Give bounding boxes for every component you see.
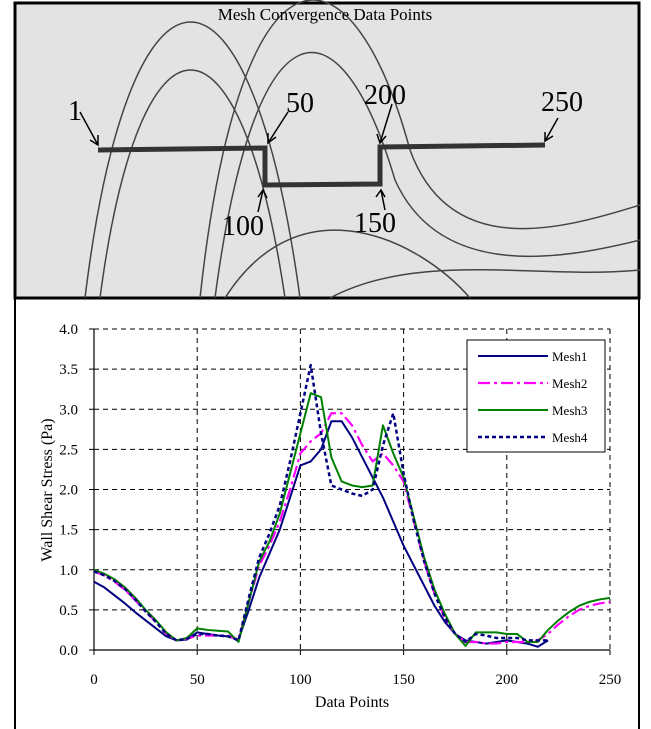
- point-label: 150: [354, 208, 396, 239]
- series-line: [93, 412, 611, 645]
- x-tick-label: 200: [496, 672, 519, 688]
- legend-box: [466, 339, 606, 453]
- vessel-curve: [224, 229, 471, 299]
- legend: Mesh1 Mesh2 Mesh3 Mesh4: [466, 339, 606, 453]
- x-tick-label: 150: [392, 672, 415, 688]
- y-tick-label: 4.0: [59, 322, 78, 338]
- vessel-curve: [84, 21, 301, 299]
- x-tick-label: 0: [90, 672, 98, 688]
- diagram-panel: Mesh Convergence Data Points 1 50 100 15…: [13, 0, 641, 300]
- y-tick-label: 2.0: [59, 483, 78, 499]
- x-tick-label: 100: [289, 672, 312, 688]
- x-tick-label: 250: [599, 672, 622, 688]
- arrow: [267, 111, 289, 145]
- arrow: [257, 188, 268, 213]
- x-tick-label: 50: [190, 672, 205, 688]
- chart-panel: Wall Shear Stress (Pa) Data Points: [14, 298, 640, 729]
- point-label: 50: [286, 88, 314, 119]
- diagram-title: Mesh Convergence Data Points: [218, 5, 433, 24]
- vessel-curve: [199, 0, 641, 299]
- y-tick-label: 1.5: [59, 523, 78, 539]
- point-label: 250: [541, 87, 583, 118]
- y-tick-label: 3.0: [59, 402, 78, 418]
- series-line: [93, 363, 549, 644]
- y-tick-label: 0.0: [59, 643, 78, 659]
- arrow: [376, 103, 393, 145]
- arrow: [375, 188, 386, 211]
- y-axis-label: Wall Shear Stress (Pa): [39, 418, 56, 561]
- sample-path: [97, 142, 546, 188]
- point-label: 100: [222, 211, 264, 242]
- y-tick-label: 2.5: [59, 442, 78, 458]
- y-tick-label: 3.5: [59, 362, 78, 378]
- point-label: 200: [364, 80, 406, 111]
- y-tick-label: 1.0: [59, 563, 78, 579]
- legend-label: Mesh1: [552, 349, 587, 364]
- arrow: [544, 117, 559, 143]
- arrow: [79, 111, 99, 147]
- x-axis-label: Data Points: [315, 694, 389, 711]
- y-tick-label: 0.5: [59, 603, 78, 619]
- point-label: 1: [68, 96, 82, 127]
- legend-label: Mesh2: [552, 376, 587, 391]
- series-line: [93, 420, 549, 648]
- vessel-curve: [329, 269, 641, 299]
- legend-label: Mesh4: [552, 430, 588, 445]
- vessel-curve: [214, 51, 641, 299]
- legend-label: Mesh3: [552, 403, 587, 418]
